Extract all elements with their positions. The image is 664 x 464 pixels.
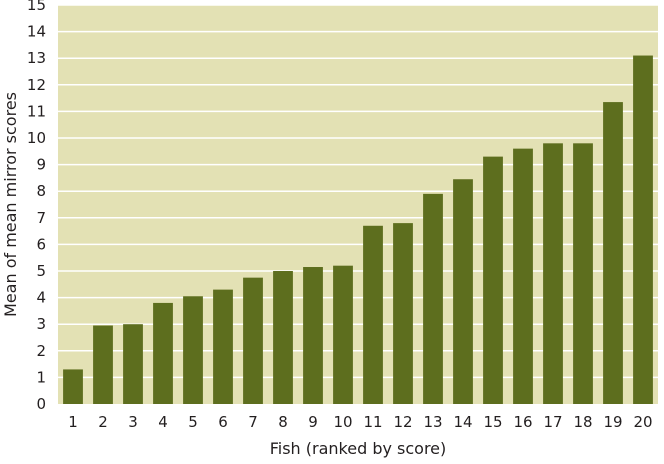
bar-15 bbox=[483, 156, 503, 404]
x-tick-label: 19 bbox=[603, 413, 622, 431]
bar-2 bbox=[93, 325, 113, 404]
x-tick-label: 17 bbox=[543, 413, 562, 431]
x-tick-label: 2 bbox=[98, 413, 108, 431]
y-tick-label: 8 bbox=[36, 182, 46, 200]
y-tick-label: 15 bbox=[27, 0, 46, 14]
bar-12 bbox=[393, 223, 413, 404]
y-tick-label: 14 bbox=[27, 23, 46, 41]
bar-11 bbox=[363, 225, 383, 404]
bar-14 bbox=[453, 179, 473, 404]
bar-20 bbox=[633, 55, 653, 404]
x-axis-title: Fish (ranked by score) bbox=[270, 439, 447, 458]
x-tick-label: 1 bbox=[68, 413, 78, 431]
bar-6 bbox=[213, 289, 233, 404]
y-tick-label: 11 bbox=[27, 102, 46, 120]
y-axis-title: Mean of mean mirror scores bbox=[1, 92, 20, 317]
x-tick-label: 9 bbox=[308, 413, 318, 431]
x-tick-label: 3 bbox=[128, 413, 138, 431]
x-tick-label: 13 bbox=[423, 413, 442, 431]
y-tick-label: 6 bbox=[36, 235, 46, 253]
bar-9 bbox=[303, 267, 323, 404]
y-tick-label: 2 bbox=[36, 342, 46, 360]
y-tick-label: 7 bbox=[36, 209, 46, 227]
bar-4 bbox=[153, 302, 173, 404]
bar-8 bbox=[273, 271, 293, 404]
x-tick-label: 12 bbox=[393, 413, 412, 431]
x-tick-label: 8 bbox=[278, 413, 288, 431]
x-tick-label: 10 bbox=[333, 413, 352, 431]
x-tick-label: 6 bbox=[218, 413, 228, 431]
bar-5 bbox=[183, 296, 203, 404]
y-tick-label: 5 bbox=[36, 262, 46, 280]
x-tick-label: 5 bbox=[188, 413, 198, 431]
x-tick-label: 20 bbox=[633, 413, 652, 431]
x-tick-label: 18 bbox=[573, 413, 592, 431]
y-tick-label: 0 bbox=[36, 395, 46, 413]
plot-area bbox=[58, 5, 658, 404]
bar-18 bbox=[573, 143, 593, 404]
bar-17 bbox=[543, 143, 563, 404]
bar-1 bbox=[63, 369, 83, 404]
x-tick-label: 11 bbox=[363, 413, 382, 431]
x-tick-label: 7 bbox=[248, 413, 258, 431]
y-tick-label: 4 bbox=[36, 289, 46, 307]
bar-3 bbox=[123, 324, 143, 404]
y-tick-label: 9 bbox=[36, 156, 46, 174]
gridlines bbox=[58, 4, 658, 379]
y-tick-label: 3 bbox=[36, 315, 46, 333]
x-tick-label: 16 bbox=[513, 413, 532, 431]
bar-13 bbox=[423, 193, 443, 404]
bar-10 bbox=[333, 265, 353, 404]
x-tick-labels: 1 2 3 4 5 6 7 8 9 10 11 12 13 14 15 16 17 18 19 20 bbox=[68, 413, 652, 431]
bar-19 bbox=[603, 102, 623, 404]
y-tick-label: 1 bbox=[36, 368, 46, 386]
y-tick-label: 13 bbox=[27, 49, 46, 67]
bars bbox=[63, 55, 653, 404]
x-tick-label: 15 bbox=[483, 413, 502, 431]
y-tick-label: 12 bbox=[27, 76, 46, 94]
bar-16 bbox=[513, 148, 533, 404]
bar-7 bbox=[243, 277, 263, 404]
x-tick-label: 4 bbox=[158, 413, 168, 431]
y-tick-label: 10 bbox=[27, 129, 46, 147]
x-tick-label: 14 bbox=[453, 413, 472, 431]
